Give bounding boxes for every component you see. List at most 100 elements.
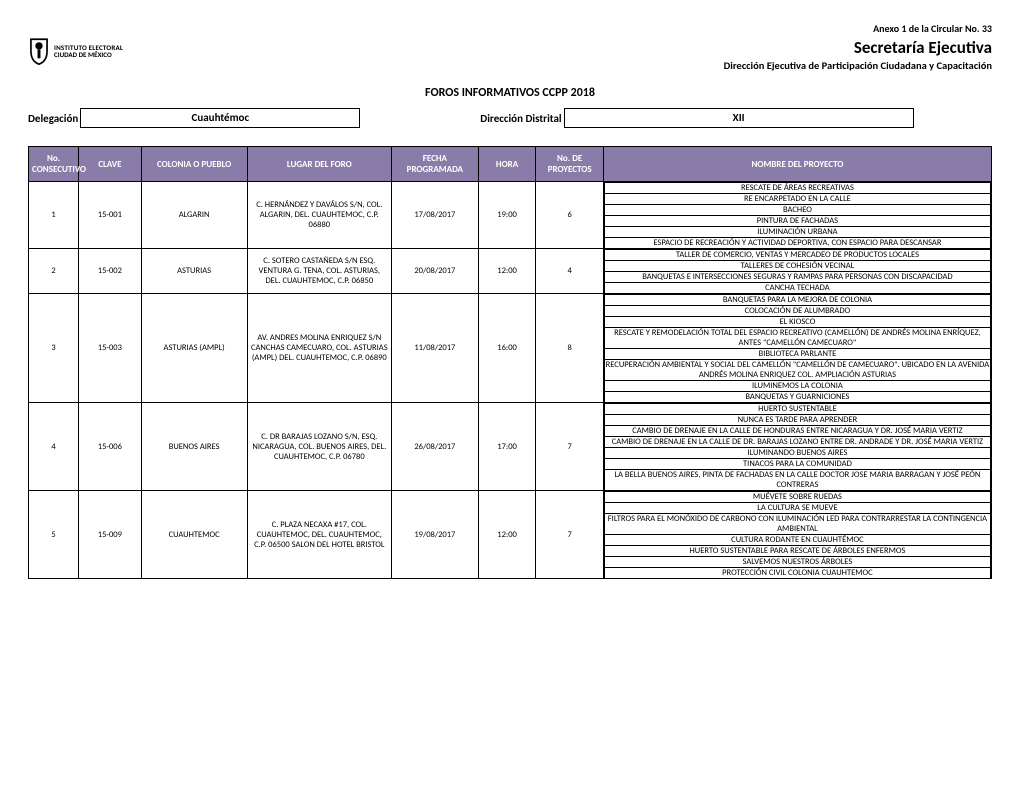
cell-fecha: 19/08/2017 (392, 491, 479, 579)
cell-lugar: AV. ANDRES MOLINA ENRIQUEZ S/N CANCHAS C… (247, 294, 391, 403)
cell-colonia: CUAUHTEMOC (141, 491, 247, 579)
proyecto-item: COLOCACIÓN DE ALUMBRADO (604, 306, 990, 317)
cell-clave: 15-006 (79, 403, 142, 491)
proyecto-item: PINTURA DE FACHADAS (604, 216, 990, 227)
table-row: 315-003ASTURIAS (AMPL)AV. ANDRES MOLINA … (29, 294, 992, 403)
proyecto-item: TINACOS PARA LA COMUNIDAD (604, 459, 990, 470)
cell-colonia: ALGARIN (141, 182, 247, 249)
proyecto-item: ILUMINACIÓN URBANA (604, 227, 990, 238)
delegacion-label: Delegación (28, 112, 80, 125)
cell-hora: 16:00 (478, 294, 536, 403)
cell-colonia: ASTURIAS (141, 249, 247, 294)
secretaria-title: Secretaría Ejecutiva (28, 37, 992, 58)
table-row: 515-009CUAUHTEMOCC. PLAZA NECAXA #17, CO… (29, 491, 992, 579)
table-header-row: No. CONSECUTIVO CLAVE COLONIA O PUEBLO L… (29, 147, 992, 182)
cell-fecha: 17/08/2017 (392, 182, 479, 249)
logo-icon (28, 36, 50, 66)
cell-proyectos: RESCATE DE ÁREAS RECREATIVASRE ENCARPETA… (603, 182, 991, 249)
cell-nproy: 8 (536, 294, 603, 403)
proyecto-item: EL KIOSCO (604, 317, 990, 328)
proyecto-item: MUÉVETE SOBRE RUEDAS (604, 492, 990, 503)
proyecto-item: BIBLIOTECA PARLANTE (604, 349, 990, 360)
delegacion-value: Cuauhtémoc (80, 108, 360, 128)
proyecto-item: RECUPERACIÓN AMBIENTAL Y SOCIAL DEL CAME… (604, 360, 990, 381)
cell-no: 3 (29, 294, 79, 403)
proyecto-item: NUNCA ES TARDE PARA APRENDER (604, 415, 990, 426)
cell-proyectos: MUÉVETE SOBRE RUEDASLA CULTURA SE MUEVEF… (603, 491, 991, 579)
proyecto-item: BANQUETAS PARA LA MEJORA DE COLONIA (604, 295, 990, 306)
cell-no: 2 (29, 249, 79, 294)
cell-clave: 15-001 (79, 182, 142, 249)
table-row: 115-001ALGARINC. HERNÁNDEZ Y DAVÁLOS S/N… (29, 182, 992, 249)
cell-no: 4 (29, 403, 79, 491)
cell-clave: 15-002 (79, 249, 142, 294)
cell-colonia: BUENOS AIRES (141, 403, 247, 491)
logo-text: INSTITUTO ELECTORAL CIUDAD DE MÉXICO (54, 44, 123, 58)
cell-no: 1 (29, 182, 79, 249)
col-lugar: LUGAR DEL FORO (247, 147, 391, 182)
proyecto-item: HUERTO SUSTENTABLE PARA RESCATE DE ÁRBOL… (604, 546, 990, 557)
proyecto-item: ILUMINANDO BUENOS AIRES (604, 448, 990, 459)
proyecto-item: ILUMINEMOS LA COLONIA (604, 381, 990, 392)
proyecto-item: FILTROS PARA EL MONÓXIDO DE CARBONO CON … (604, 514, 990, 535)
proyecto-item: RESCATE Y REMODELACIÓN TOTAL DEL ESPACIO… (604, 328, 990, 349)
distrito-value: XII (564, 108, 914, 128)
col-proy: NOMBRE DEL PROYECTO (603, 147, 991, 182)
col-colonia: COLONIA O PUEBLO (141, 147, 247, 182)
main-table: No. CONSECUTIVO CLAVE COLONIA O PUEBLO L… (28, 146, 992, 579)
proyecto-item: LA BELLA BUENOS AIRES, PINTA DE FACHADAS… (604, 470, 990, 491)
logo-block: INSTITUTO ELECTORAL CIUDAD DE MÉXICO (28, 36, 123, 66)
proyecto-item: RE ENCARPETADO EN LA CALLE (604, 194, 990, 205)
proyecto-item: CAMBIO DE DRENAJE EN LA CALLE DE HONDURA… (604, 426, 990, 437)
cell-hora: 12:00 (478, 249, 536, 294)
cell-clave: 15-003 (79, 294, 142, 403)
cell-hora: 17:00 (478, 403, 536, 491)
cell-fecha: 11/08/2017 (392, 294, 479, 403)
proyecto-item: BANQUETAS E INTERSECCIONES SEGURAS Y RAM… (604, 272, 990, 283)
cell-lugar: C. DR BARAJAS LOZANO S/N, ESQ. NICARAGUA… (247, 403, 391, 491)
proyecto-item: CULTURA RODANTE EN CUAUHTÉMOC (604, 535, 990, 546)
header-area: INSTITUTO ELECTORAL CIUDAD DE MÉXICO Ane… (28, 18, 992, 72)
cell-nproy: 7 (536, 491, 603, 579)
direccion-subtitle: Dirección Ejecutiva de Participación Ciu… (28, 59, 992, 72)
proyecto-item: PROTECCIÓN CIVIL COLONIA CUAUHTEMOC (604, 568, 990, 579)
proyecto-item: LA CULTURA SE MUEVE (604, 503, 990, 514)
proyecto-item: ESPACIO DE RECREACIÓN Y ACTIVIDAD DEPORT… (604, 238, 990, 249)
cell-fecha: 20/08/2017 (392, 249, 479, 294)
col-fecha: FECHA PROGRAMADA (392, 147, 479, 182)
proyecto-item: CAMBIO DE DRENAJE EN LA CALLE DE DR. BAR… (604, 437, 990, 448)
col-hora: HORA (478, 147, 536, 182)
cell-fecha: 26/08/2017 (392, 403, 479, 491)
cell-proyectos: BANQUETAS PARA LA MEJORA DE COLONIACOLOC… (603, 294, 991, 403)
proyecto-item: BACHEO (604, 205, 990, 216)
table-row: 215-002ASTURIASC. SOTERO CASTAÑEDA S/N E… (29, 249, 992, 294)
cell-nproy: 6 (536, 182, 603, 249)
col-clave: CLAVE (79, 147, 142, 182)
cell-proyectos: HUERTO SUSTENTABLENUNCA ES TARDE PARA AP… (603, 403, 991, 491)
table-row: 415-006BUENOS AIRESC. DR BARAJAS LOZANO … (29, 403, 992, 491)
cell-hora: 12:00 (478, 491, 536, 579)
cell-lugar: C. HERNÁNDEZ Y DAVÁLOS S/N, COL. ALGARIN… (247, 182, 391, 249)
proyecto-item: RESCATE DE ÁREAS RECREATIVAS (604, 183, 990, 194)
col-no: No. CONSECUTIVO (29, 147, 79, 182)
logo-line2: CIUDAD DE MÉXICO (54, 51, 123, 58)
proyecto-item: SALVEMOS NUESTROS ÁRBOLES (604, 557, 990, 568)
cell-nproy: 4 (536, 249, 603, 294)
cell-nproy: 7 (536, 403, 603, 491)
cell-proyectos: TALLER DE COMERCIO, VENTAS Y MERCADEO DE… (603, 249, 991, 294)
foros-title: FOROS INFORMATIVOS CCPP 2018 (28, 86, 992, 100)
proyecto-item: BANQUETAS Y GUARNICIONES (604, 392, 990, 403)
cell-lugar: C. PLAZA NECAXA #17, COL. CUAUHTEMOC, DE… (247, 491, 391, 579)
col-nproy: No. DE PROYECTOS (536, 147, 603, 182)
distrito-label: Dirección Distrital (480, 112, 563, 125)
anexo-label: Anexo 1 de la Circular No. 33 (28, 18, 992, 35)
proyecto-item: TALLERES DE COHESIÓN VECINAL (604, 261, 990, 272)
table-body: 115-001ALGARINC. HERNÁNDEZ Y DAVÁLOS S/N… (29, 182, 992, 579)
meta-row: Delegación Cuauhtémoc Dirección Distrita… (28, 108, 992, 128)
cell-lugar: C. SOTERO CASTAÑEDA S/N ESQ. VENTURA G. … (247, 249, 391, 294)
cell-colonia: ASTURIAS (AMPL) (141, 294, 247, 403)
proyecto-item: CANCHA TECHADA (604, 283, 990, 294)
cell-hora: 19:00 (478, 182, 536, 249)
cell-clave: 15-009 (79, 491, 142, 579)
proyecto-item: TALLER DE COMERCIO, VENTAS Y MERCADEO DE… (604, 250, 990, 261)
